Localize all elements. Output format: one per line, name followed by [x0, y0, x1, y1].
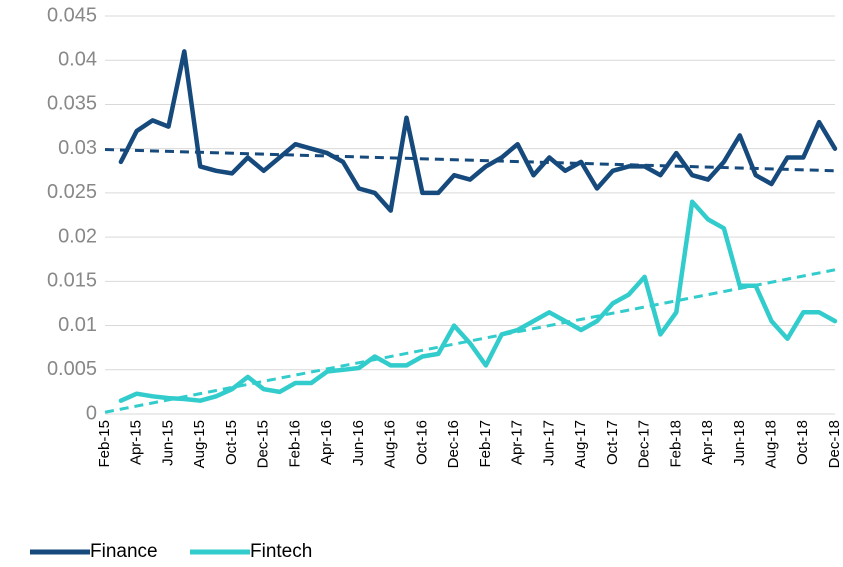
x-tick-label: Apr-17 — [509, 420, 526, 465]
x-tick-label: Oct-17 — [604, 420, 621, 465]
y-tick-label: 0.005 — [47, 358, 97, 380]
legend-label: Fintech — [250, 541, 312, 562]
x-tick-label: Feb-16 — [286, 420, 303, 468]
x-tick-label: Jun-18 — [731, 420, 748, 466]
y-tick-label: 0.03 — [58, 137, 97, 159]
x-tick-label: Oct-18 — [794, 420, 811, 465]
x-tick-label: Aug-15 — [191, 420, 208, 468]
y-tick-label: 0.02 — [58, 225, 97, 247]
x-tick-label: Jun-16 — [350, 420, 367, 466]
x-tick-label: Jun-17 — [540, 420, 557, 466]
x-tick-label: Dec-16 — [445, 420, 462, 468]
x-tick-label: Apr-15 — [128, 420, 145, 465]
x-tick-label: Oct-15 — [223, 420, 240, 465]
series-line — [118, 49, 838, 213]
x-tick-label: Aug-16 — [382, 420, 399, 468]
y-tick-label: 0.045 — [47, 4, 97, 26]
x-tick-label: Feb-18 — [667, 420, 684, 468]
trend-line — [104, 148, 836, 173]
x-tick-label: Dec-15 — [255, 420, 272, 468]
x-tick-label: Apr-16 — [318, 420, 335, 465]
x-tick-label: Aug-18 — [762, 420, 779, 468]
y-tick-label: 0.04 — [58, 49, 97, 71]
y-tick-label: 0.035 — [47, 93, 97, 115]
x-tick-label: Aug-17 — [572, 420, 589, 468]
x-tick-label: Dec-18 — [826, 420, 843, 468]
x-tick-label: Apr-18 — [699, 420, 716, 465]
series-line — [118, 199, 838, 403]
trend-line — [104, 268, 836, 414]
y-tick-label: 0.015 — [47, 270, 97, 292]
x-tick-label: Dec-17 — [636, 420, 653, 468]
y-tick-label: 0.01 — [58, 314, 97, 336]
x-tick-label: Feb-15 — [96, 420, 113, 468]
x-tick-label: Feb-17 — [477, 420, 494, 468]
y-tick-label: 0.025 — [47, 181, 97, 203]
x-tick-label: Jun-15 — [159, 420, 176, 466]
x-tick-label: Oct-16 — [413, 420, 430, 465]
legend-label: Finance — [90, 541, 158, 562]
y-tick-label: 0 — [86, 402, 97, 424]
